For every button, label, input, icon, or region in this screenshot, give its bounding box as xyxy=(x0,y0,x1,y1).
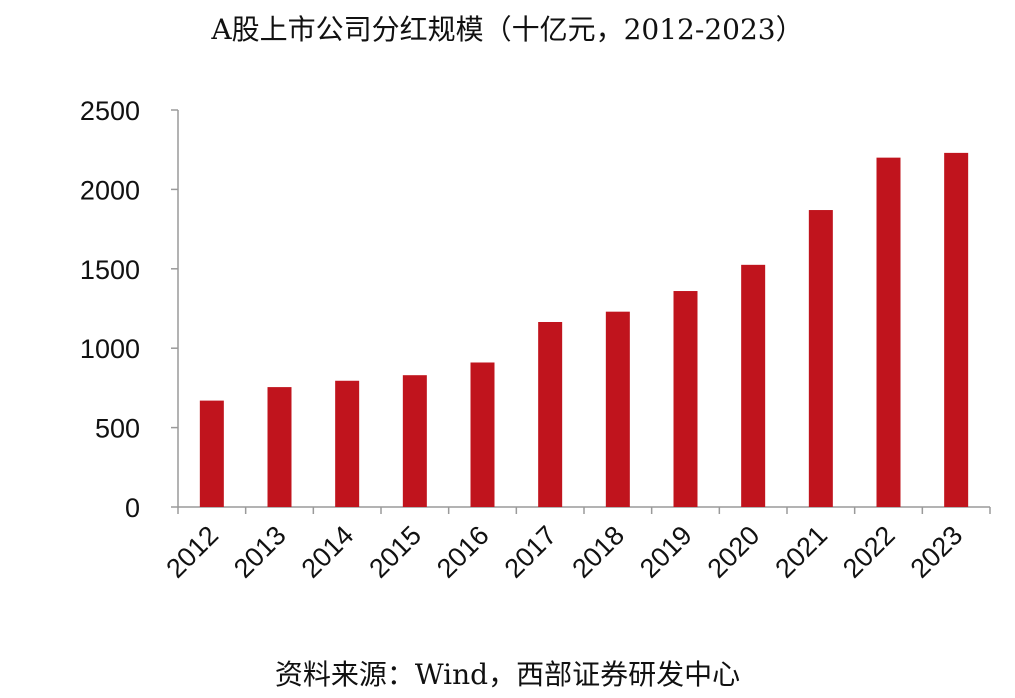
x-tick-label: 2023 xyxy=(905,520,969,584)
y-tick-label: 1000 xyxy=(80,334,140,364)
bar-2020 xyxy=(741,264,766,507)
bar-2017 xyxy=(538,321,563,507)
bar-2014 xyxy=(335,380,360,507)
bar-2021 xyxy=(808,210,833,507)
x-tick-label: 2021 xyxy=(769,520,833,584)
bar-2022 xyxy=(876,157,901,507)
bar-2013 xyxy=(267,387,292,507)
y-tick-label: 2500 xyxy=(80,96,140,126)
chart-title: A股上市公司分红规模（十亿元，2012-2023） xyxy=(211,13,804,46)
x-tick-label: 2012 xyxy=(160,520,224,584)
x-tick-label: 2019 xyxy=(634,520,698,584)
bar-2018 xyxy=(605,311,630,507)
source-note: 资料来源：Wind，西部证券研发中心 xyxy=(274,658,741,691)
y-tick-label: 1500 xyxy=(80,255,140,285)
x-tick-label: 2020 xyxy=(702,520,766,584)
x-tick-label: 2013 xyxy=(228,520,292,584)
y-tick-label: 2000 xyxy=(80,175,140,205)
x-tick-label: 2016 xyxy=(431,520,495,584)
bar-2015 xyxy=(402,375,427,507)
bar-2016 xyxy=(470,362,495,507)
x-tick-label: 2014 xyxy=(296,520,360,584)
x-tick-label: 2018 xyxy=(566,520,630,584)
y-tick-label: 500 xyxy=(95,414,140,444)
bar-2019 xyxy=(673,291,698,507)
y-tick-label: 0 xyxy=(125,493,140,523)
bar-2012 xyxy=(199,400,224,507)
x-tick-label: 2015 xyxy=(363,520,427,584)
x-tick-label: 2017 xyxy=(499,520,563,584)
x-tick-label: 2022 xyxy=(837,520,901,584)
bar-2023 xyxy=(944,152,969,507)
